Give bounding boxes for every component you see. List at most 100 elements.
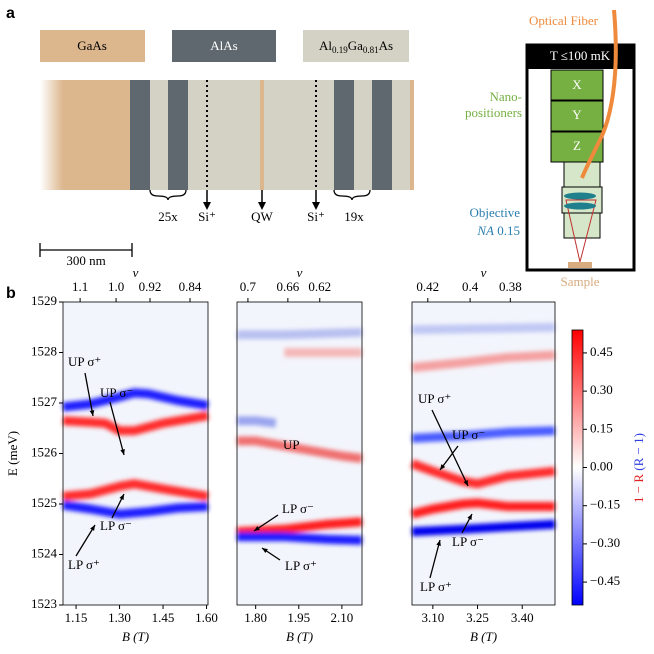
na-label: NA 0.15 bbox=[476, 223, 520, 238]
spectral-line bbox=[410, 459, 556, 489]
t: 0.19 bbox=[332, 45, 348, 55]
spectral-line bbox=[410, 498, 555, 519]
annotation: UP σ⁻ bbox=[100, 385, 133, 400]
arrow-head bbox=[254, 525, 260, 531]
x-tick-label: 1.15 bbox=[65, 610, 88, 625]
marker-label: Si⁺ bbox=[307, 209, 325, 224]
annotation: LP σ⁻ bbox=[100, 518, 132, 533]
x2-tick-label: 0.38 bbox=[499, 279, 522, 294]
annotation: LP σ⁻ bbox=[452, 534, 484, 549]
traces bbox=[236, 327, 363, 545]
arrow-head bbox=[436, 540, 441, 546]
x2-axis-label: ν bbox=[297, 265, 303, 280]
legend-text: AlAs bbox=[210, 38, 237, 53]
arrow-head bbox=[463, 480, 468, 486]
marker-label: Si⁺ bbox=[198, 209, 216, 224]
arrow-head bbox=[89, 410, 95, 416]
t: 0.15 bbox=[497, 223, 520, 238]
plot-frame bbox=[411, 301, 556, 606]
annotation: LP σ⁺ bbox=[68, 557, 100, 572]
x-tick-label: 3.25 bbox=[466, 610, 489, 625]
x-tick-label: 3.10 bbox=[421, 610, 444, 625]
arrow-head bbox=[467, 514, 472, 520]
y-tick-label: 1523 bbox=[31, 596, 57, 611]
x-axis-label: B (T) bbox=[470, 629, 497, 644]
marker-label: 19x bbox=[344, 209, 364, 224]
t: 0.81 bbox=[363, 45, 379, 55]
spectral-line bbox=[237, 416, 277, 428]
marker-label: 25x bbox=[158, 209, 178, 224]
annotation: UP σ⁺ bbox=[68, 354, 101, 369]
x2-tick-label: 0.42 bbox=[416, 279, 439, 294]
annotation-arrow bbox=[109, 401, 125, 456]
x2-tick-label: 0.62 bbox=[308, 279, 331, 294]
spectral-line bbox=[236, 517, 363, 537]
temperature-label: T ≤100 mK bbox=[550, 48, 611, 63]
x-tick-label: 2.10 bbox=[331, 610, 354, 625]
annotation-arrow bbox=[431, 409, 469, 487]
x-tick-label: 1.30 bbox=[108, 610, 131, 625]
annotation: LP σ⁺ bbox=[420, 579, 452, 594]
colorbar-tick-label: −0.45 bbox=[590, 573, 620, 588]
marker-label: QW bbox=[251, 209, 273, 224]
plot-background bbox=[412, 302, 555, 605]
panel-label: b bbox=[6, 285, 16, 302]
objective-label: Objective bbox=[469, 205, 520, 220]
spectral-line bbox=[62, 411, 209, 436]
x-tick-label: 1.60 bbox=[195, 610, 218, 625]
x-tick-label: 1.80 bbox=[244, 610, 267, 625]
annotation: UP σ⁻ bbox=[452, 427, 485, 442]
scale-bar-label: 300 nm bbox=[66, 253, 105, 268]
spectral-line bbox=[237, 327, 363, 340]
spectral-line bbox=[237, 436, 363, 463]
legend-algaas bbox=[303, 30, 409, 62]
plot-background bbox=[63, 302, 208, 605]
x-axis-label: B (T) bbox=[286, 629, 313, 644]
colorbar-label: 1 − R (R − 1) bbox=[631, 433, 646, 503]
spectral-line bbox=[62, 500, 209, 519]
fiber-label: Optical Fiber bbox=[529, 13, 599, 28]
stage-label: X bbox=[572, 77, 582, 92]
legend-text: Al0.19Ga0.81As bbox=[319, 38, 393, 55]
x2-tick-label: 0.66 bbox=[276, 279, 299, 294]
annotation: UP σ⁺ bbox=[418, 391, 451, 406]
x2-tick-label: 0.7 bbox=[240, 279, 257, 294]
x2-tick-label: 1.1 bbox=[72, 279, 88, 294]
traces bbox=[410, 322, 556, 537]
annotation: UP bbox=[283, 437, 300, 452]
y-tick-label: 1526 bbox=[31, 444, 58, 459]
spectral-line bbox=[62, 479, 209, 501]
plot-frame bbox=[236, 301, 363, 606]
t: NA bbox=[476, 223, 494, 238]
x-tick-label: 1.95 bbox=[287, 610, 310, 625]
annotation-arrow bbox=[84, 372, 94, 417]
x-tick-label: 1.45 bbox=[152, 610, 175, 625]
arrow-head bbox=[262, 548, 268, 554]
spectral-line bbox=[237, 532, 363, 545]
colorbar-tick-label: 0.30 bbox=[590, 382, 613, 397]
t: As bbox=[379, 38, 393, 53]
positioners-label: positioners bbox=[465, 105, 522, 120]
spectral-line bbox=[411, 322, 556, 335]
x2-axis-label: ν bbox=[481, 265, 487, 280]
arrow-head bbox=[120, 449, 125, 455]
colorbar-tick-label: −0.15 bbox=[590, 497, 620, 512]
annotation: LP σ⁻ bbox=[282, 501, 314, 516]
colorbar-tick-label: 0.45 bbox=[590, 344, 613, 359]
legend-alas bbox=[172, 30, 276, 62]
t: (R − 1) bbox=[631, 433, 646, 471]
spectral-line bbox=[411, 426, 556, 443]
x2-axis-label: ν bbox=[133, 265, 139, 280]
x-axis-label: B (T) bbox=[122, 629, 149, 644]
sample-label: Sample bbox=[561, 274, 600, 289]
t: Ga bbox=[348, 38, 363, 53]
annotation-arrow bbox=[75, 524, 96, 557]
colorbar-tick-label: −0.30 bbox=[590, 535, 620, 550]
t: 1 − R bbox=[631, 474, 646, 503]
arrow-head bbox=[119, 494, 124, 500]
stage-label: Z bbox=[573, 138, 581, 153]
setup bbox=[525, 9, 636, 272]
panel-label: a bbox=[6, 5, 15, 22]
annotation: LP σ⁺ bbox=[285, 558, 317, 573]
